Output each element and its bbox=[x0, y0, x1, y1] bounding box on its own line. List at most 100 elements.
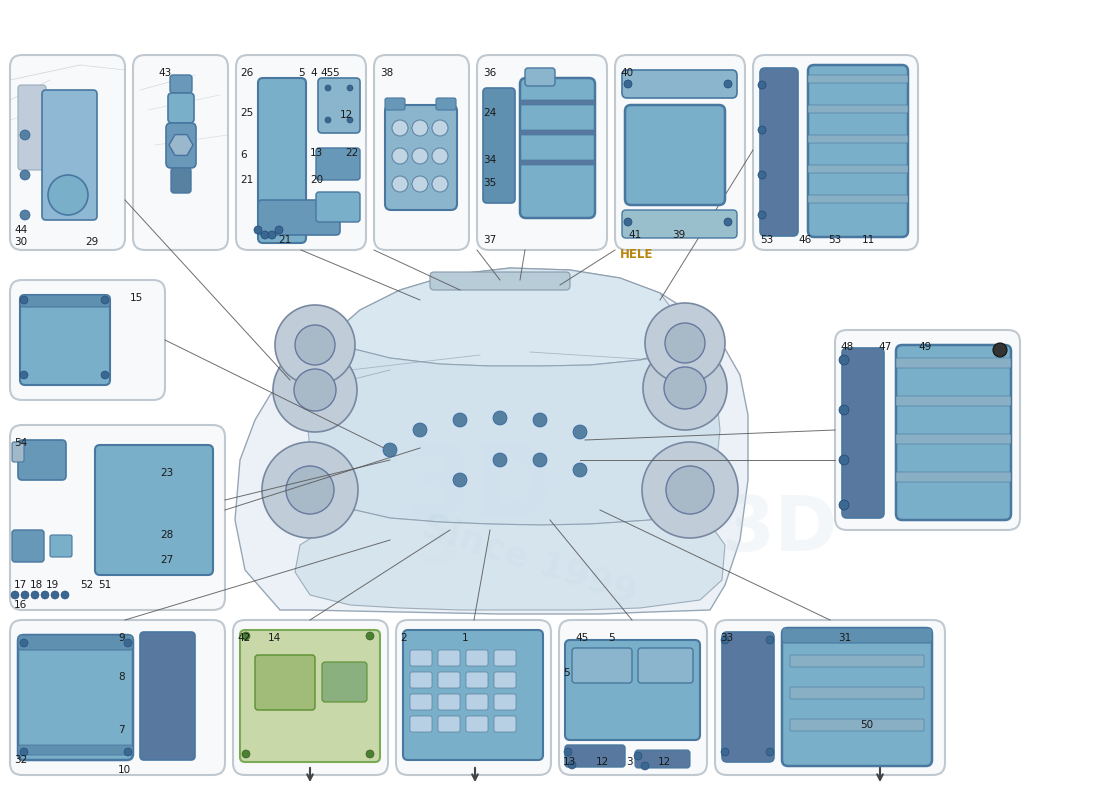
Text: 5: 5 bbox=[298, 68, 305, 78]
Text: 5: 5 bbox=[332, 68, 339, 78]
Circle shape bbox=[412, 120, 428, 136]
Text: 34: 34 bbox=[483, 155, 496, 165]
Circle shape bbox=[366, 632, 374, 640]
FancyBboxPatch shape bbox=[466, 672, 488, 688]
Circle shape bbox=[666, 466, 714, 514]
FancyBboxPatch shape bbox=[316, 192, 360, 222]
Text: 12: 12 bbox=[596, 757, 609, 767]
Circle shape bbox=[564, 748, 572, 756]
FancyBboxPatch shape bbox=[403, 630, 543, 760]
FancyBboxPatch shape bbox=[790, 655, 924, 667]
FancyBboxPatch shape bbox=[322, 662, 367, 702]
FancyBboxPatch shape bbox=[438, 672, 460, 688]
Circle shape bbox=[324, 85, 331, 91]
Circle shape bbox=[644, 346, 727, 430]
FancyBboxPatch shape bbox=[396, 620, 551, 775]
Text: 39: 39 bbox=[672, 230, 685, 240]
FancyBboxPatch shape bbox=[615, 55, 745, 250]
Circle shape bbox=[493, 453, 507, 467]
Circle shape bbox=[275, 226, 283, 234]
Circle shape bbox=[720, 636, 729, 644]
Text: Since 1999: Since 1999 bbox=[418, 510, 641, 610]
Circle shape bbox=[48, 175, 88, 215]
Circle shape bbox=[432, 148, 448, 164]
FancyBboxPatch shape bbox=[494, 672, 516, 688]
Text: 19: 19 bbox=[46, 580, 59, 590]
FancyBboxPatch shape bbox=[316, 148, 360, 180]
FancyBboxPatch shape bbox=[494, 694, 516, 710]
Text: HELE: HELE bbox=[620, 248, 653, 261]
Text: 53: 53 bbox=[828, 235, 842, 245]
Text: 9: 9 bbox=[118, 633, 124, 643]
FancyBboxPatch shape bbox=[240, 630, 380, 762]
Circle shape bbox=[275, 305, 355, 385]
FancyBboxPatch shape bbox=[896, 358, 1011, 368]
FancyBboxPatch shape bbox=[258, 200, 340, 235]
FancyBboxPatch shape bbox=[140, 632, 195, 760]
FancyBboxPatch shape bbox=[12, 442, 24, 462]
Circle shape bbox=[839, 405, 849, 415]
FancyBboxPatch shape bbox=[466, 694, 488, 710]
Circle shape bbox=[534, 453, 547, 467]
Text: 31: 31 bbox=[838, 633, 851, 643]
Circle shape bbox=[346, 117, 353, 123]
Text: 40: 40 bbox=[620, 68, 634, 78]
Text: 42: 42 bbox=[236, 633, 251, 643]
Circle shape bbox=[21, 591, 29, 599]
Circle shape bbox=[758, 126, 766, 134]
FancyBboxPatch shape bbox=[494, 650, 516, 666]
FancyBboxPatch shape bbox=[18, 635, 133, 650]
Circle shape bbox=[20, 371, 28, 379]
FancyBboxPatch shape bbox=[625, 105, 725, 205]
FancyBboxPatch shape bbox=[436, 98, 456, 110]
FancyBboxPatch shape bbox=[896, 396, 1011, 406]
Circle shape bbox=[412, 148, 428, 164]
Text: 5: 5 bbox=[608, 633, 615, 643]
FancyBboxPatch shape bbox=[565, 745, 625, 767]
FancyBboxPatch shape bbox=[410, 694, 432, 710]
Circle shape bbox=[645, 303, 725, 383]
Circle shape bbox=[20, 210, 30, 220]
FancyBboxPatch shape bbox=[10, 620, 225, 775]
Text: 20: 20 bbox=[310, 175, 323, 185]
Circle shape bbox=[20, 748, 28, 756]
Circle shape bbox=[766, 636, 774, 644]
Circle shape bbox=[453, 413, 468, 427]
FancyBboxPatch shape bbox=[896, 434, 1011, 444]
Text: 53: 53 bbox=[760, 235, 773, 245]
FancyBboxPatch shape bbox=[477, 55, 607, 250]
Circle shape bbox=[268, 231, 276, 239]
Text: 46: 46 bbox=[798, 235, 812, 245]
Text: 45: 45 bbox=[320, 68, 333, 78]
Text: 28: 28 bbox=[160, 530, 174, 540]
Circle shape bbox=[20, 639, 28, 647]
Circle shape bbox=[383, 443, 397, 457]
Text: 36: 36 bbox=[483, 68, 496, 78]
Text: 45: 45 bbox=[575, 633, 589, 643]
Text: 8: 8 bbox=[118, 672, 124, 682]
FancyBboxPatch shape bbox=[896, 345, 1011, 520]
Text: 26: 26 bbox=[240, 68, 253, 78]
Text: 25: 25 bbox=[240, 108, 253, 118]
FancyBboxPatch shape bbox=[170, 168, 191, 193]
Text: 33: 33 bbox=[720, 633, 734, 643]
Text: 23: 23 bbox=[160, 468, 174, 478]
Text: 49: 49 bbox=[918, 342, 932, 352]
FancyBboxPatch shape bbox=[715, 620, 945, 775]
Text: 5: 5 bbox=[563, 668, 570, 678]
FancyBboxPatch shape bbox=[10, 280, 165, 400]
Circle shape bbox=[392, 176, 408, 192]
FancyBboxPatch shape bbox=[466, 716, 488, 732]
Circle shape bbox=[242, 632, 250, 640]
FancyBboxPatch shape bbox=[385, 98, 405, 110]
FancyBboxPatch shape bbox=[255, 655, 315, 710]
FancyBboxPatch shape bbox=[438, 650, 460, 666]
Text: 12: 12 bbox=[340, 110, 353, 120]
FancyBboxPatch shape bbox=[12, 530, 44, 562]
Circle shape bbox=[294, 369, 335, 411]
Circle shape bbox=[262, 442, 358, 538]
Circle shape bbox=[724, 218, 732, 226]
FancyBboxPatch shape bbox=[410, 650, 432, 666]
Circle shape bbox=[839, 500, 849, 510]
FancyBboxPatch shape bbox=[170, 75, 192, 93]
